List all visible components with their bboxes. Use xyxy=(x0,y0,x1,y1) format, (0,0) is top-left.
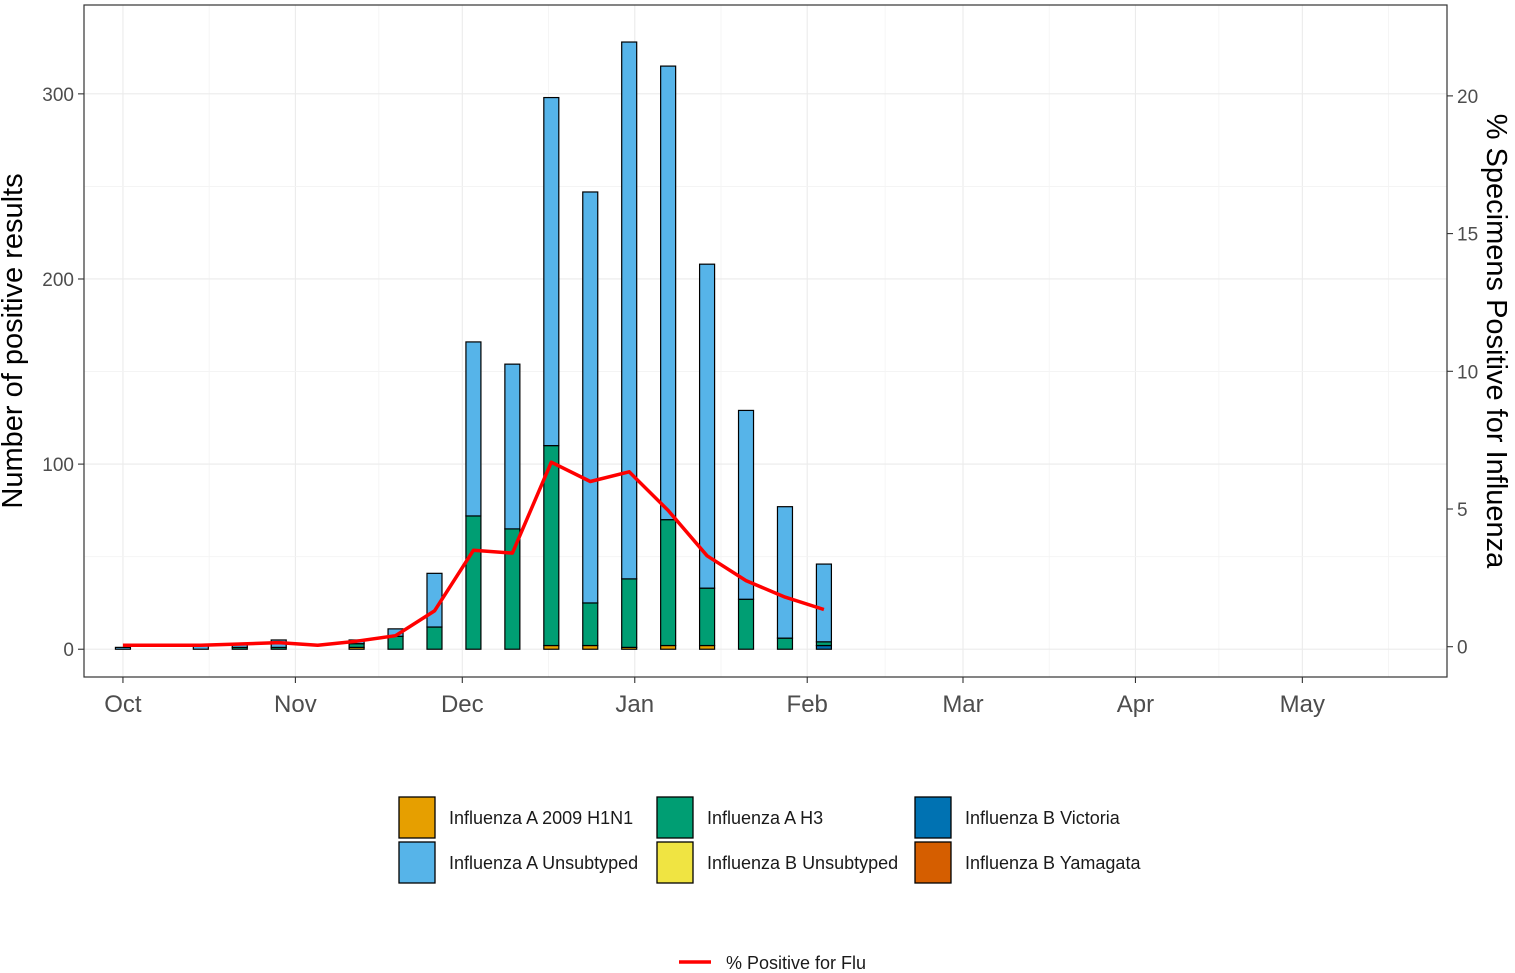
bar-segment xyxy=(737,409,755,600)
bar-segment xyxy=(776,637,794,650)
x-axis: Oct Nov Dec Jan Feb Mar Apr May xyxy=(104,677,1325,718)
y-axis-left: 0 100 200 300 xyxy=(42,85,84,661)
legend-swatch xyxy=(398,796,436,839)
legend-swatch xyxy=(398,841,436,884)
x-tick-label: Apr xyxy=(1117,691,1154,718)
bar-segment xyxy=(660,65,677,521)
bar-segment xyxy=(582,191,599,604)
x-tick-label: May xyxy=(1280,691,1325,718)
legend-label: Influenza A 2009 H1N1 xyxy=(449,808,633,828)
x-tick-label: Jan xyxy=(615,691,654,718)
legend-label: Influenza B Unsubtyped xyxy=(707,853,898,873)
y-tick-label: 0 xyxy=(63,640,74,661)
plot-background xyxy=(84,5,1447,677)
legend-label: Influenza A H3 xyxy=(707,808,823,828)
y-tick-label: 100 xyxy=(42,455,74,476)
legend-label: Influenza A Unsubtyped xyxy=(449,853,638,873)
y2-axis-title: % Specimens Positive for Influenza xyxy=(1480,114,1512,569)
x-tick-label: Oct xyxy=(104,691,142,718)
line-legend-label: % Positive for Flu xyxy=(726,953,866,973)
bar-segment xyxy=(582,602,599,647)
y2-tick-label: 15 xyxy=(1457,225,1478,246)
legend-swatch xyxy=(656,796,694,839)
bar-segment xyxy=(776,506,794,639)
bar-segment xyxy=(114,646,132,650)
y-tick-label: 200 xyxy=(42,270,74,291)
legend-label: Influenza B Victoria xyxy=(965,808,1121,828)
bar-segment xyxy=(698,263,716,589)
bar-segment xyxy=(621,578,638,648)
x-tick-label: Dec xyxy=(441,691,484,718)
legend: Influenza A 2009 H1N1 Influenza A H3 Influ… xyxy=(398,796,1141,884)
legend-swatch xyxy=(656,841,694,884)
y2-tick-label: 0 xyxy=(1457,638,1468,659)
legend-label: Influenza B Yamagata xyxy=(965,853,1141,873)
y-axis-right: 0 5 10 15 20 xyxy=(1447,87,1478,659)
legend-swatch xyxy=(914,841,952,884)
bar-segment xyxy=(504,363,521,530)
bar-segment xyxy=(504,528,521,650)
bar-segment xyxy=(465,515,482,650)
y-tick-label: 300 xyxy=(42,85,74,106)
plot-border xyxy=(83,4,1448,678)
bar-segment xyxy=(465,341,482,517)
bar-segment xyxy=(698,587,716,647)
grid-lines xyxy=(84,5,1447,677)
y2-tick-label: 5 xyxy=(1457,500,1468,521)
y-axis-title: Number of positive results xyxy=(0,173,29,508)
percent-positive-line xyxy=(122,460,825,648)
legend-swatch xyxy=(914,796,952,839)
bar-segment xyxy=(737,598,755,650)
x-tick-label: Nov xyxy=(274,691,317,718)
bar-segment xyxy=(660,519,677,647)
bar-segment xyxy=(621,41,638,580)
bar-segment xyxy=(543,96,560,447)
y2-tick-label: 10 xyxy=(1457,362,1478,383)
bar-segment xyxy=(815,563,833,643)
y2-tick-label: 20 xyxy=(1457,87,1478,108)
line-legend: % Positive for Flu xyxy=(679,953,866,973)
x-tick-label: Mar xyxy=(942,691,983,718)
bar-segment xyxy=(387,635,404,650)
bar-segment xyxy=(426,626,443,650)
x-tick-label: Feb xyxy=(787,691,828,718)
percent-positive-line-layer xyxy=(122,460,825,648)
